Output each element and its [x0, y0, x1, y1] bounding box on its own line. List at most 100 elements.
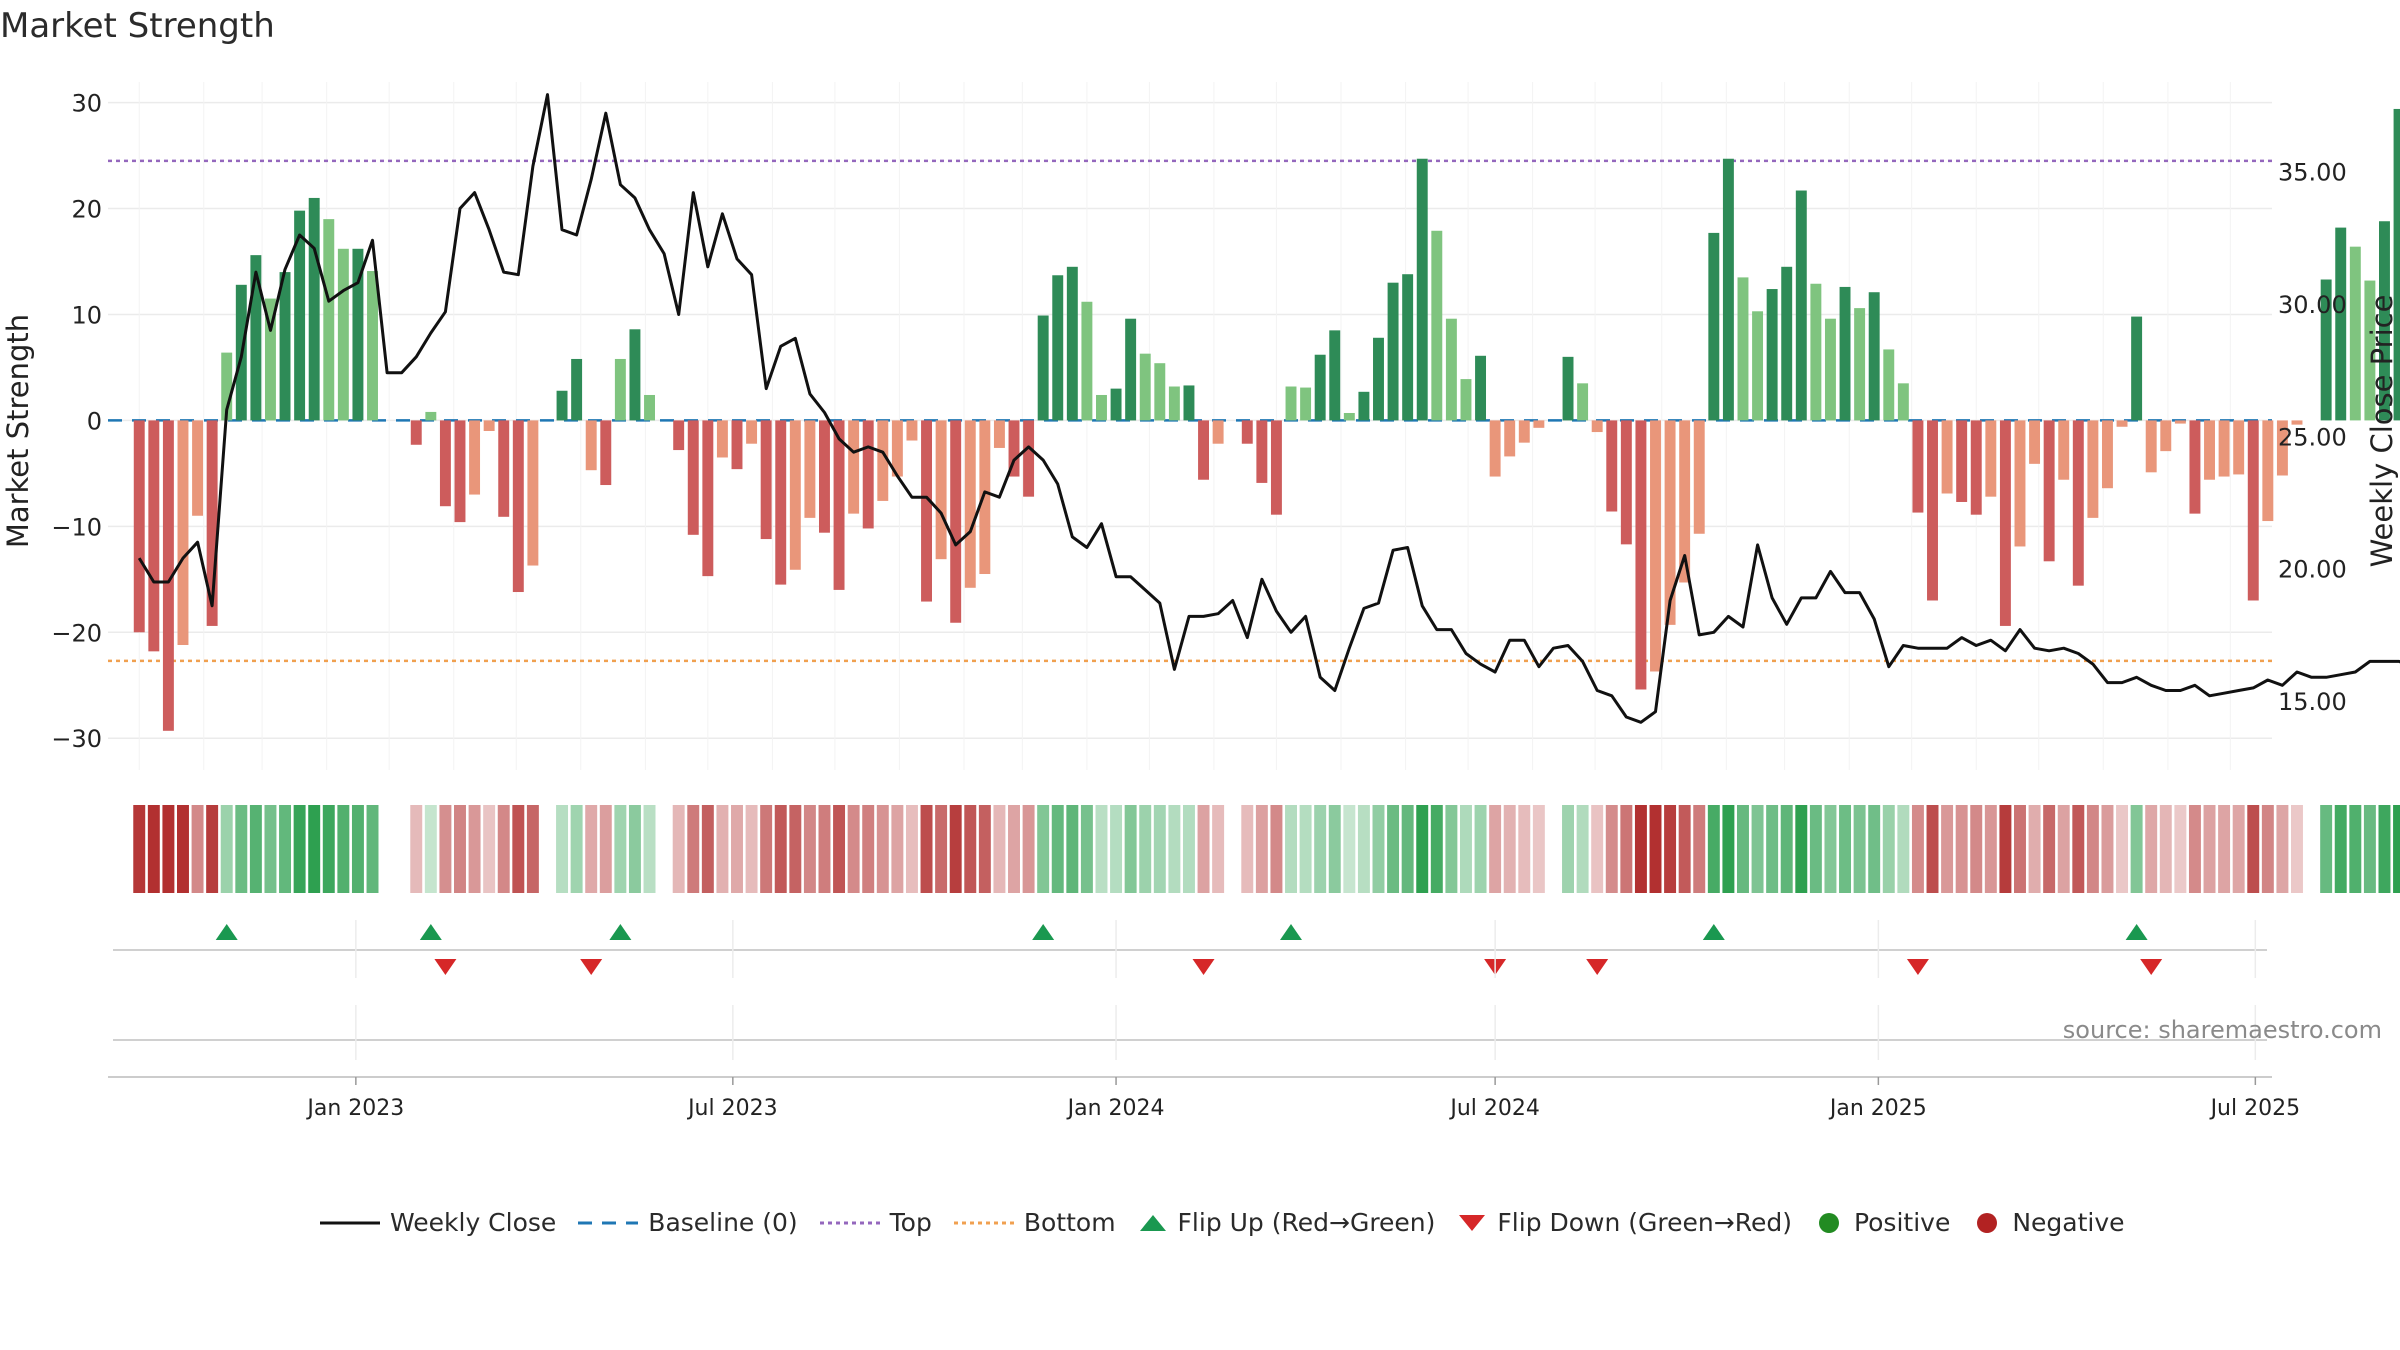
legend-top[interactable]: Top: [819, 1208, 932, 1237]
heat-cell: [2188, 805, 2201, 893]
heat-cell: [2028, 805, 2041, 893]
strength-bar: [1577, 383, 1589, 421]
y-left-tick-label: −30: [51, 725, 102, 753]
heat-cell: [512, 805, 525, 893]
heat-cell: [2276, 805, 2289, 893]
y-right-axis-label: Weekly Close Price: [2365, 295, 2399, 568]
strength-bar: [644, 394, 655, 421]
heat-cell: [177, 805, 189, 893]
heat-cell: [2232, 805, 2245, 893]
legend-top-label: Top: [889, 1208, 932, 1237]
heat-cell: [1562, 805, 1575, 893]
heat-cell: [1868, 805, 1881, 893]
strength-bar: [2364, 280, 2376, 421]
heat-cell: [249, 805, 262, 893]
strength-bar: [2189, 420, 2201, 514]
heat-cell: [862, 805, 875, 893]
heat-cell: [206, 805, 219, 893]
heat-cell: [1182, 805, 1195, 893]
heat-cell: [1911, 805, 1924, 893]
positive-dot-icon: [1818, 1212, 1839, 1233]
heat-cell: [1984, 805, 1997, 893]
heat-cell: [774, 805, 787, 893]
strength-bar: [789, 420, 801, 570]
strength-bar: [1329, 330, 1341, 421]
heat-cell: [643, 805, 656, 893]
legend-weekly-close[interactable]: Weekly Close: [320, 1208, 556, 1237]
x-tick-label: Jul 2024: [1448, 1096, 1540, 1121]
strength-bar: [1139, 353, 1151, 421]
legend-flip-up-label: Flip Up (Red→Green): [1177, 1208, 1436, 1237]
heat-cell: [1897, 805, 1910, 893]
weekly-close-line: [137, 93, 2400, 724]
legend-bottom[interactable]: Bottom: [953, 1208, 1116, 1237]
y-left-tick-label: −20: [51, 619, 102, 647]
y-left-tick-label: 30: [71, 90, 102, 118]
flip-down-marker: [1906, 959, 1929, 975]
strength-bar: [1008, 420, 1020, 477]
heat-cell: [2014, 805, 2026, 893]
strength-bar: [687, 420, 699, 535]
strength-bar: [1489, 420, 1501, 477]
strength-bar: [367, 271, 378, 421]
heat-cell: [1401, 805, 1414, 893]
strength-bar: [250, 255, 262, 421]
heat-cell: [1328, 805, 1341, 893]
heat-cell: [2116, 805, 2129, 893]
heat-cell: [1285, 805, 1297, 893]
heat-cell: [1707, 805, 1720, 893]
heat-cell: [1766, 805, 1779, 893]
strength-bar: [323, 219, 335, 421]
strength-bar: [556, 390, 568, 421]
heat-cell: [920, 805, 933, 893]
heat-cell: [351, 805, 364, 893]
strength-bar: [1052, 275, 1064, 421]
heat-cell: [366, 805, 379, 893]
strength-bar: [2291, 420, 2303, 425]
strength-bar: [1504, 420, 1516, 457]
heat-cell: [1357, 805, 1370, 893]
heat-cell: [2072, 805, 2085, 893]
strength-bar: [1183, 385, 1195, 421]
axes: 30 20 10 0 −10 −20 −30 35.00 30.00 25.00 20.00 15.0…: [1, 90, 2399, 1121]
heat-cell: [439, 805, 452, 893]
flip-up-marker: [215, 924, 238, 940]
strength-bar: [1824, 318, 1836, 421]
legend-baseline[interactable]: Baseline (0): [578, 1208, 798, 1237]
strength-bar: [2116, 420, 2128, 427]
legend-flip-down[interactable]: Flip Down (Green→Red): [1457, 1208, 1792, 1237]
x-tick-label: Jan 2024: [1066, 1096, 1165, 1121]
strength-bar: [1591, 420, 1603, 433]
legend-positive[interactable]: Positive: [1814, 1208, 1950, 1237]
strength-bar: [512, 420, 524, 593]
heat-cell: [789, 805, 802, 893]
heat-cell: [949, 805, 962, 893]
heat-cell: [2043, 805, 2056, 893]
strength-bar: [1956, 420, 1968, 502]
heat-cell: [1693, 805, 1706, 893]
strength-bar: [2072, 420, 2084, 586]
strength-bar: [1693, 420, 1705, 534]
heat-cell: [818, 805, 831, 893]
strength-bar: [1110, 388, 1122, 421]
strength-bar: [862, 420, 874, 529]
heat-cell: [905, 805, 918, 893]
strength-bar: [833, 420, 845, 590]
strength-bar: [1854, 308, 1866, 421]
strength-bar: [1198, 420, 1210, 480]
strength-bar: [1737, 277, 1749, 421]
heat-cell: [1197, 805, 1210, 893]
strength-bar: [1373, 337, 1384, 421]
strength-bar: [1300, 387, 1312, 421]
heat-cell: [1459, 805, 1472, 893]
strength-heat-strip: [133, 805, 2400, 893]
heat-cell: [2218, 805, 2231, 893]
heat-cell: [672, 805, 685, 893]
heat-cell: [2393, 805, 2400, 893]
legend-flip-up[interactable]: Flip Up (Red→Green): [1138, 1208, 1436, 1237]
flip-down-marker: [580, 959, 603, 975]
strength-bar: [439, 420, 451, 507]
legend-negative[interactable]: Negative: [1972, 1208, 2125, 1237]
strength-bar: [1212, 420, 1224, 444]
heat-cell: [2057, 805, 2070, 893]
